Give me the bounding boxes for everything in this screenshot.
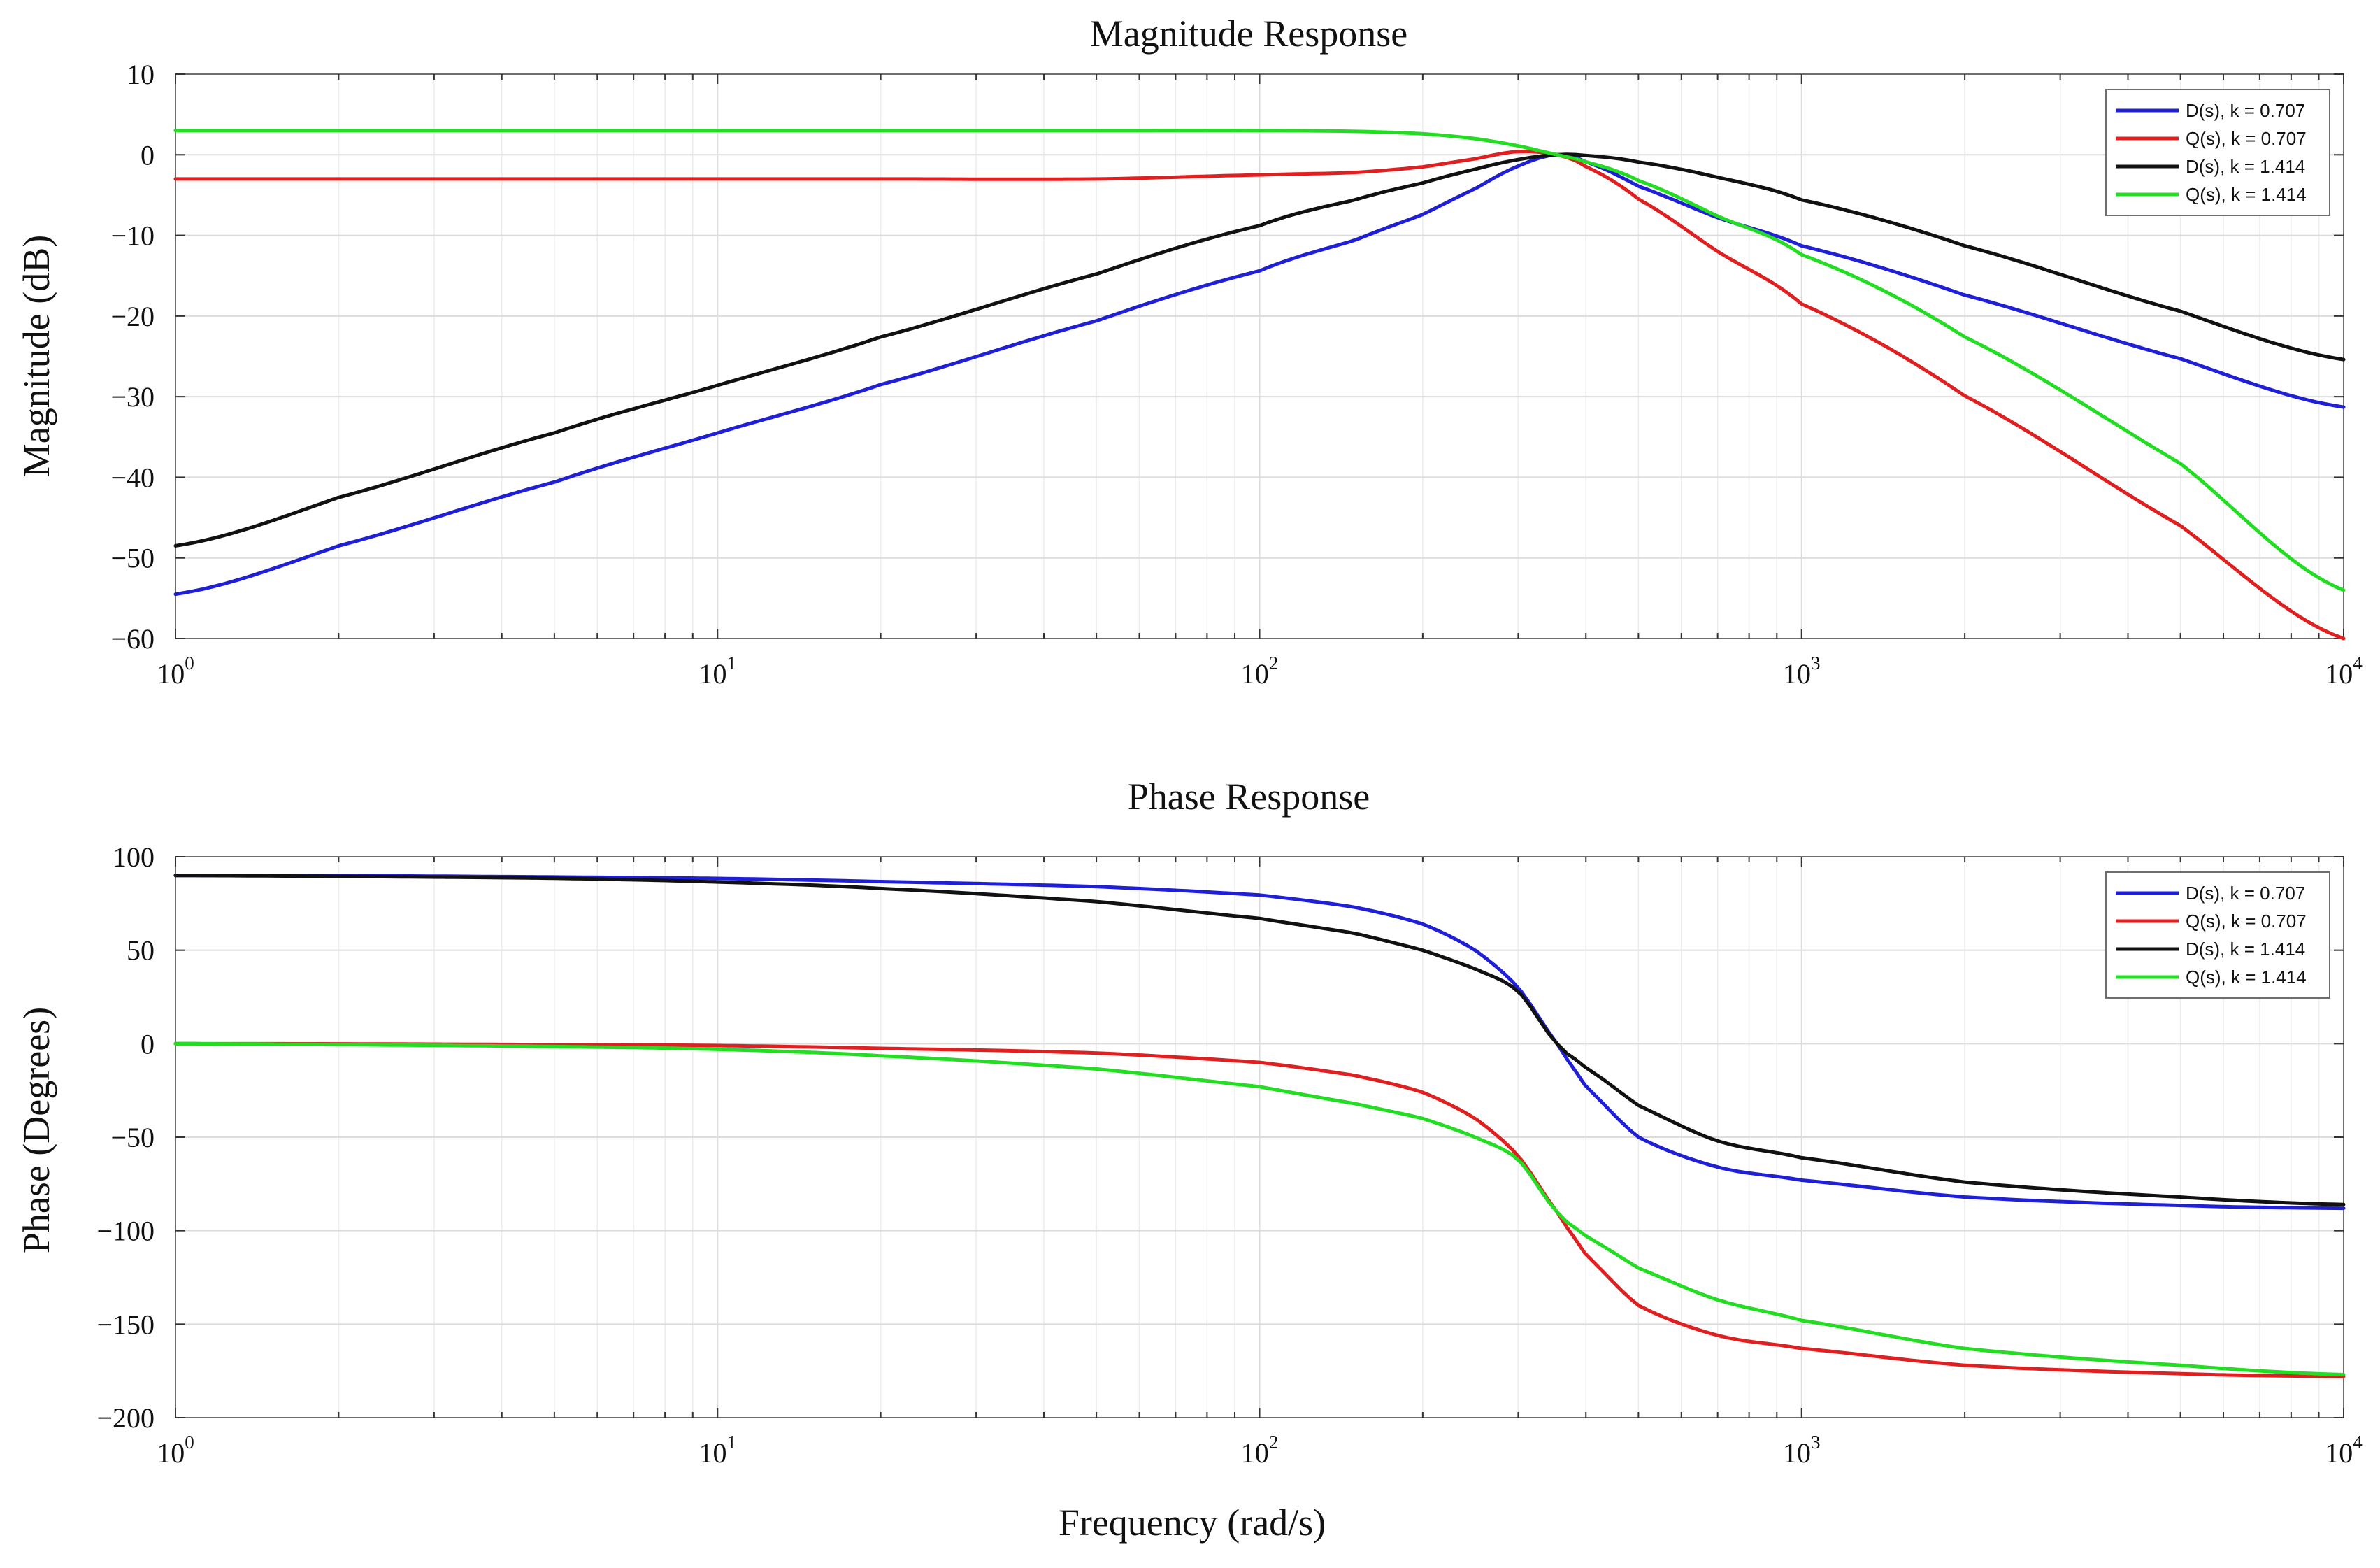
magnitude-panel: Magnitude Response Magnitude (dB) 100 101… bbox=[15, 13, 2363, 690]
magnitude-series bbox=[173, 129, 2346, 641]
x-tick-label: 103 bbox=[1783, 653, 1821, 690]
x-tick-label: 103 bbox=[1783, 1432, 1821, 1469]
magnitude-grid bbox=[175, 73, 2344, 639]
x-tick-label: 101 bbox=[699, 1432, 737, 1469]
y-tick-label: 0 bbox=[141, 1028, 155, 1060]
magnitude-title: Magnitude Response bbox=[1090, 13, 1407, 55]
series-line-q-s-k-1-414 bbox=[173, 1041, 2346, 1376]
x-tick-label: 100 bbox=[157, 653, 194, 690]
y-tick-label: −60 bbox=[110, 623, 155, 655]
x-tick-label: 104 bbox=[2325, 1432, 2363, 1469]
magnitude-legend: D(s), k = 0.707 Q(s), k = 0.707 D(s), k = … bbox=[2105, 89, 2330, 216]
legend-entry: D(s), k = 1.414 bbox=[2186, 156, 2305, 177]
legend-entry: D(s), k = 0.707 bbox=[2186, 100, 2305, 121]
legend-entry: Q(s), k = 0.707 bbox=[2186, 128, 2307, 149]
legend-entry: Q(s), k = 1.414 bbox=[2186, 967, 2307, 988]
phase-ticks: 100 101 102 103 104 100 50 0 −50 −100 −150 −200 bbox=[96, 841, 2363, 1469]
x-tick-label: 101 bbox=[699, 653, 737, 690]
phase-legend: D(s), k = 0.707 Q(s), k = 0.707 D(s), k = … bbox=[2105, 871, 2330, 999]
x-tick-label: 104 bbox=[2325, 653, 2363, 690]
y-tick-label: −200 bbox=[96, 1402, 155, 1434]
series-line-q-s-k-1-414 bbox=[173, 129, 2346, 592]
series-line-d-s-k-1-414 bbox=[173, 152, 2346, 548]
y-tick-label: −30 bbox=[110, 381, 155, 413]
phase-title: Phase Response bbox=[1128, 776, 1370, 818]
phase-grid bbox=[175, 856, 2344, 1418]
magnitude-y-axis-label: Magnitude (dB) bbox=[15, 235, 57, 477]
phase-series bbox=[173, 874, 2346, 1378]
y-tick-label: −50 bbox=[110, 543, 155, 574]
y-tick-label: 100 bbox=[113, 841, 155, 873]
y-tick-label: 50 bbox=[127, 935, 155, 967]
y-tick-label: 0 bbox=[141, 139, 155, 171]
y-tick-label: −40 bbox=[110, 462, 155, 493]
legend-entry: D(s), k = 1.414 bbox=[2186, 939, 2305, 960]
legend-entry: D(s), k = 0.707 bbox=[2186, 883, 2305, 904]
y-tick-label: −50 bbox=[110, 1122, 155, 1153]
phase-y-axis-label: Phase (Degrees) bbox=[15, 1007, 57, 1253]
x-tick-label: 100 bbox=[157, 1432, 194, 1469]
frequency-x-axis-label: Frequency (rad/s) bbox=[1059, 1502, 1326, 1544]
x-tick-label: 102 bbox=[1241, 1432, 1279, 1469]
y-tick-label: −20 bbox=[110, 301, 155, 332]
y-tick-label: −10 bbox=[110, 220, 155, 252]
y-tick-label: 10 bbox=[127, 59, 155, 90]
phase-panel: Phase Response Phase (Degrees) 100 101 102… bbox=[15, 776, 2363, 1469]
y-tick-label: −150 bbox=[96, 1309, 155, 1340]
series-line-q-s-k-0-707 bbox=[173, 150, 2346, 641]
legend-entry: Q(s), k = 0.707 bbox=[2186, 911, 2307, 932]
series-line-d-s-k-1-414 bbox=[173, 874, 2346, 1206]
y-tick-label: −100 bbox=[96, 1216, 155, 1247]
x-tick-label: 102 bbox=[1241, 653, 1279, 690]
series-line-d-s-k-0-707 bbox=[173, 152, 2346, 597]
legend-entry: Q(s), k = 1.414 bbox=[2186, 184, 2307, 205]
